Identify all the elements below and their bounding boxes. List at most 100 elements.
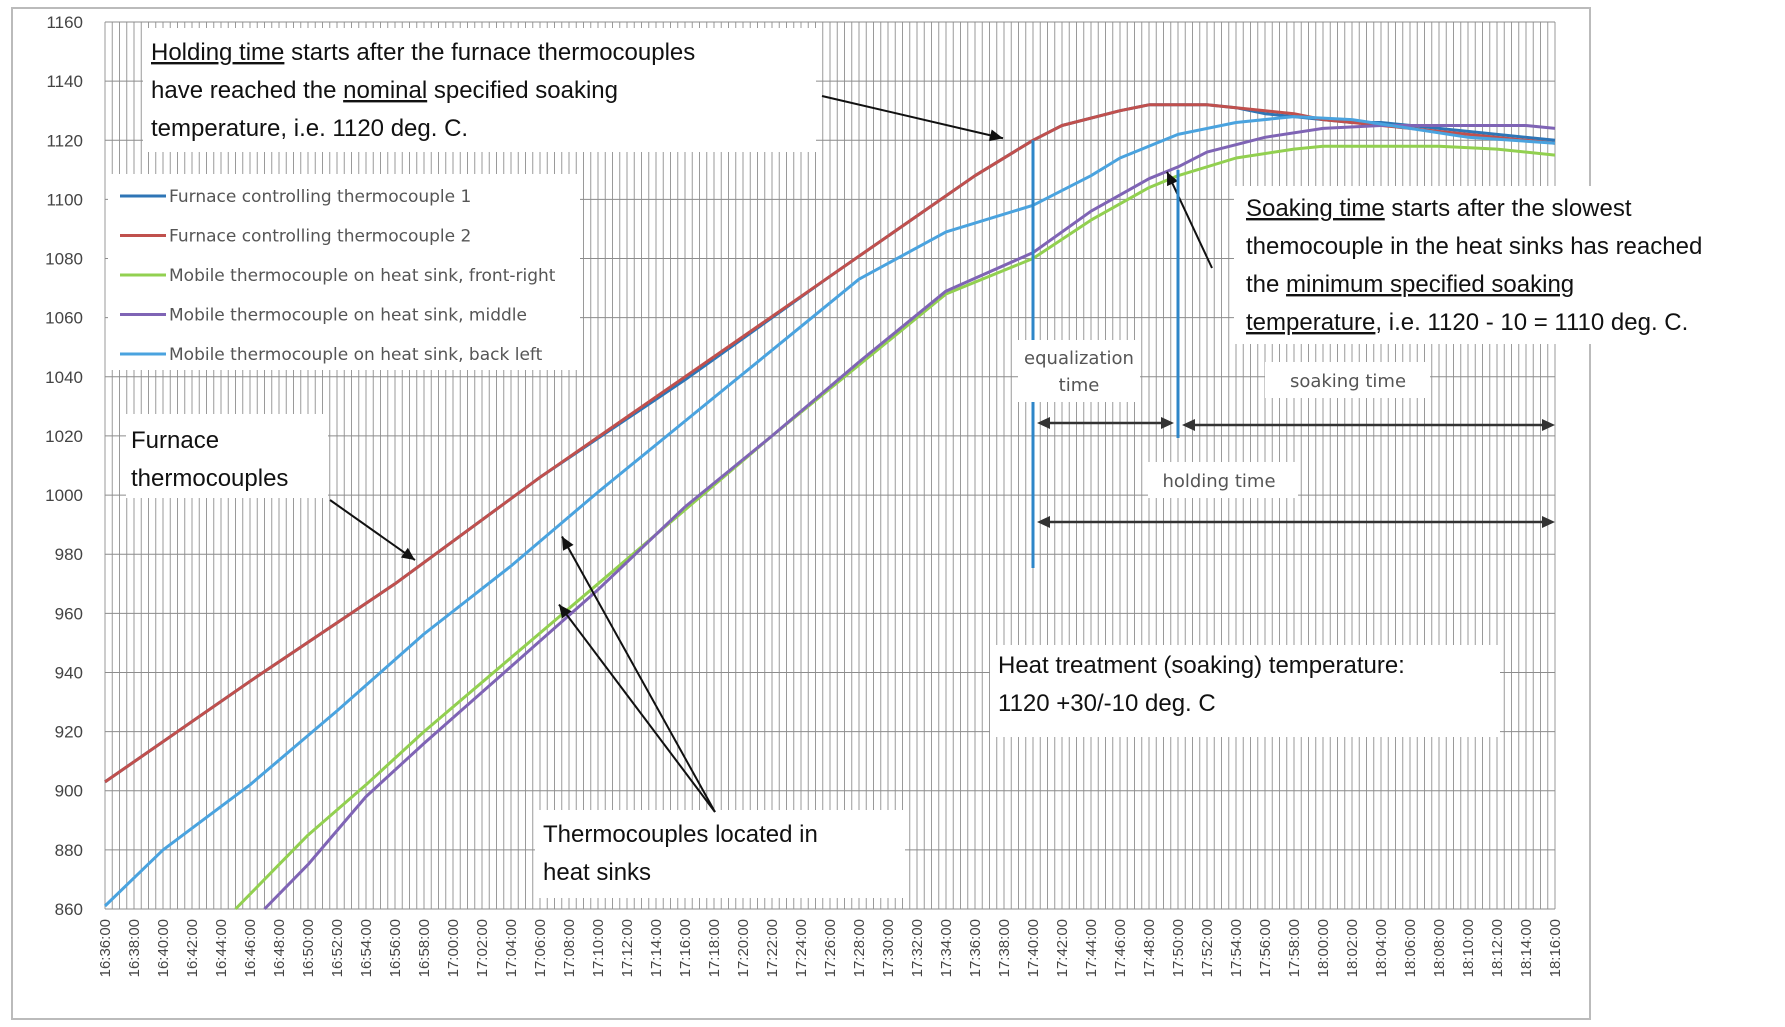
heat-sinks-label-run: heat sinks xyxy=(543,859,651,886)
x-tick-label: 18:12:00 xyxy=(1489,919,1506,977)
x-tick-label: 18:10:00 xyxy=(1460,919,1477,977)
x-tick-label: 17:58:00 xyxy=(1286,919,1303,977)
y-tick-label: 1020 xyxy=(45,427,83,446)
y-tick-label: 900 xyxy=(55,782,83,801)
holding-time-label-box xyxy=(1148,462,1298,498)
soaking-time-label-box xyxy=(1265,362,1430,398)
x-tick-label: 18:08:00 xyxy=(1431,919,1448,977)
x-tick-label: 17:24:00 xyxy=(793,919,810,977)
legend-entry: Furnace controlling thermocouple 2 xyxy=(169,227,471,247)
x-tick-label: 17:28:00 xyxy=(851,919,868,977)
holding-time-arrow-head-left xyxy=(1037,516,1050,528)
axes: 860 880 900 920 940 960 980 1000 1020 1040 1060 108… xyxy=(45,13,1564,977)
x-tick-label: 18:04:00 xyxy=(1373,919,1390,977)
x-tick-label: 17:32:00 xyxy=(909,919,926,977)
holding-note-run: nominal xyxy=(343,77,427,104)
soaking-note-run: themocouple in the heat sinks has reache… xyxy=(1246,233,1702,260)
y-tick-label: 1080 xyxy=(45,250,83,269)
heat-sinks-arrow-1-head xyxy=(562,536,574,551)
x-tick-label: 18:16:00 xyxy=(1547,919,1564,977)
x-tick-label: 17:44:00 xyxy=(1083,919,1100,977)
x-tick-label: 17:54:00 xyxy=(1228,919,1245,977)
holding-note-run: Holding time xyxy=(151,39,284,66)
x-tick-label: 17:56:00 xyxy=(1257,919,1274,977)
y-tick-label: 920 xyxy=(55,723,83,742)
holding-time-label: holding time xyxy=(1162,471,1275,492)
setpoint-label-line: Heat treatment (soaking) temperature: xyxy=(998,652,1405,679)
soaking-note-line: Soaking time starts after the slowest xyxy=(1246,195,1632,222)
x-tick-label: 17:42:00 xyxy=(1054,919,1071,977)
furnace-label-line: thermocouples xyxy=(131,465,288,492)
x-tick-label: 17:46:00 xyxy=(1112,919,1129,977)
soaking-note-arrow-head xyxy=(1167,171,1178,187)
soaking-note-run: , i.e. 1120 - 10 = 1110 deg. C. xyxy=(1375,309,1688,336)
y-tick-label: 1060 xyxy=(45,309,83,328)
soaking-note-arrow xyxy=(1166,171,1213,269)
setpoint-label-run: Heat treatment (soaking) temperature: xyxy=(998,652,1405,679)
holding-note-arrow xyxy=(821,95,1004,140)
x-tick-label: 17:48:00 xyxy=(1141,919,1158,977)
setpoint-label-line: 1120 +30/-10 deg. C xyxy=(998,690,1216,717)
x-tick-label: 16:50:00 xyxy=(300,919,317,977)
x-tick-label: 16:58:00 xyxy=(416,919,433,977)
x-tick-label: 16:42:00 xyxy=(184,919,201,977)
soaking-note-run: starts after the slowest xyxy=(1385,195,1632,222)
x-tick-label: 17:26:00 xyxy=(822,919,839,977)
x-tick-label: 17:04:00 xyxy=(503,919,520,977)
equalization-label-box xyxy=(1018,340,1140,402)
y-tick-label: 1120 xyxy=(46,131,83,150)
y-tick-label: 980 xyxy=(55,545,83,564)
furnace-label-run: Furnace xyxy=(131,427,219,454)
x-tick-label: 16:44:00 xyxy=(213,919,230,977)
x-tick-label: 17:34:00 xyxy=(938,919,955,977)
holding-note-line: Holding time starts after the furnace th… xyxy=(151,39,695,66)
heat-sinks-arrow-2 xyxy=(558,603,716,813)
setpoint-label-box xyxy=(990,645,1500,737)
series-line xyxy=(234,144,1556,911)
furnace-label-box xyxy=(126,414,328,498)
holding-note-run: starts after the furnace thermocouples xyxy=(284,39,695,66)
x-tick-label: 16:54:00 xyxy=(358,919,375,977)
soaking-note-box xyxy=(1234,186,1785,344)
holding-note-run: temperature, i.e. 1120 deg. C. xyxy=(151,115,468,142)
holding-note-line: temperature, i.e. 1120 deg. C. xyxy=(151,115,468,142)
soaking-note-run: minimum specified soaking xyxy=(1286,271,1574,298)
y-tick-label: 1000 xyxy=(45,486,83,505)
equalization-label: time xyxy=(1059,375,1100,396)
x-tick-label: 17:12:00 xyxy=(619,919,636,977)
x-tick-label: 17:36:00 xyxy=(967,919,984,977)
y-tick-label: 940 xyxy=(55,663,83,682)
holding-note-arrow-head xyxy=(988,129,1003,142)
holding-note-line: have reached the nominal specified soaki… xyxy=(151,77,618,104)
x-tick-label: 17:16:00 xyxy=(677,919,694,977)
y-tick-label: 1140 xyxy=(46,72,83,91)
series-line xyxy=(103,115,1556,908)
legend-entry: Mobile thermocouple on heat sink, front-… xyxy=(169,266,556,286)
legend-entry: Mobile thermocouple on heat sink, back l… xyxy=(169,345,543,365)
furnace-arrow xyxy=(329,499,416,561)
x-tick-label: 17:02:00 xyxy=(474,919,491,977)
y-tick-label: 860 xyxy=(55,900,83,919)
x-tick-label: 17:00:00 xyxy=(445,919,462,977)
x-tick-label: 18:06:00 xyxy=(1402,919,1419,977)
x-tick-label: 16:48:00 xyxy=(271,919,288,977)
setpoint-label-run: 1120 +30/-10 deg. C xyxy=(998,690,1216,717)
equalization-label: equalization xyxy=(1024,348,1134,369)
furnace-arrow-head xyxy=(400,547,415,561)
furnace-label-run: thermocouples xyxy=(131,465,288,492)
x-tick-label: 16:46:00 xyxy=(242,919,259,977)
x-tick-label: 18:02:00 xyxy=(1344,919,1361,977)
x-tick-label: 17:18:00 xyxy=(706,919,723,977)
x-tick-label: 16:56:00 xyxy=(387,919,404,977)
y-tick-label: 880 xyxy=(55,841,83,860)
heat-sinks-label-line: Thermocouples located in xyxy=(543,821,818,848)
x-tick-label: 17:14:00 xyxy=(648,919,665,977)
soaking-time-arrow-head-right xyxy=(1542,419,1555,431)
soaking-note-line: temperature, i.e. 1120 - 10 = 1110 deg. … xyxy=(1246,309,1688,336)
soaking-note-run: Soaking time xyxy=(1246,195,1385,222)
x-tick-label: 17:22:00 xyxy=(764,919,781,977)
heat-sinks-label-line: heat sinks xyxy=(543,859,651,886)
x-tick-label: 18:14:00 xyxy=(1518,919,1535,977)
holding-note-run: specified soaking xyxy=(427,77,618,104)
x-tick-label: 17:30:00 xyxy=(880,919,897,977)
